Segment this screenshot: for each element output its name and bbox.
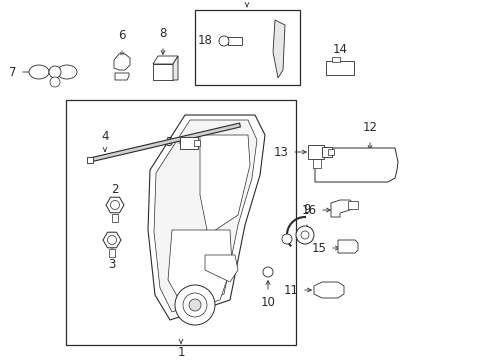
Text: 11: 11 [284, 284, 298, 297]
Polygon shape [89, 123, 240, 162]
Bar [66, 100, 295, 345]
Ellipse shape [57, 65, 77, 79]
Polygon shape [106, 197, 124, 213]
Text: 14: 14 [332, 43, 347, 56]
Polygon shape [114, 54, 130, 70]
Bar [307, 145, 324, 159]
Circle shape [263, 267, 272, 277]
Circle shape [295, 226, 313, 244]
Text: 8: 8 [159, 27, 166, 40]
Polygon shape [115, 73, 129, 80]
Bar [347, 201, 357, 209]
Text: 1: 1 [177, 346, 184, 359]
Text: 18: 18 [198, 35, 213, 48]
Polygon shape [314, 148, 397, 182]
Bar [331, 57, 339, 62]
Bar [109, 249, 115, 257]
Bar [227, 37, 242, 45]
Text: 13: 13 [274, 145, 288, 158]
Bar [195, 10, 299, 85]
Text: 5: 5 [165, 136, 173, 149]
Bar [87, 157, 93, 163]
Bar [325, 61, 353, 75]
Polygon shape [103, 232, 121, 248]
Text: 10: 10 [260, 296, 275, 309]
Circle shape [107, 235, 116, 244]
Text: 17: 17 [239, 0, 254, 3]
Circle shape [301, 231, 308, 239]
Text: 7: 7 [9, 66, 17, 78]
Polygon shape [204, 255, 238, 282]
Polygon shape [154, 120, 257, 312]
Polygon shape [330, 200, 352, 217]
Circle shape [50, 77, 60, 87]
Text: 2: 2 [111, 183, 119, 196]
Polygon shape [337, 240, 357, 253]
Bar [321, 147, 331, 157]
Bar [194, 140, 200, 146]
Polygon shape [173, 56, 178, 80]
Bar [153, 64, 173, 80]
Text: 6: 6 [118, 29, 125, 42]
Text: 9: 9 [303, 203, 310, 216]
Polygon shape [200, 135, 249, 235]
Text: 3: 3 [108, 258, 116, 271]
Polygon shape [153, 56, 178, 64]
Text: 15: 15 [311, 242, 326, 255]
Bar [327, 149, 333, 155]
Circle shape [282, 234, 291, 244]
Ellipse shape [29, 65, 49, 79]
Text: 12: 12 [362, 121, 377, 134]
Text: 4: 4 [101, 130, 108, 143]
Bar [112, 214, 118, 222]
Circle shape [219, 36, 228, 46]
Circle shape [49, 66, 61, 78]
Polygon shape [148, 115, 264, 320]
Circle shape [189, 299, 201, 311]
Circle shape [175, 285, 215, 325]
Polygon shape [272, 20, 285, 78]
Bar [180, 137, 198, 149]
Bar [312, 158, 320, 168]
Polygon shape [168, 230, 231, 310]
Polygon shape [313, 282, 343, 298]
Circle shape [183, 293, 206, 317]
Text: 16: 16 [302, 203, 316, 216]
Circle shape [110, 201, 119, 210]
